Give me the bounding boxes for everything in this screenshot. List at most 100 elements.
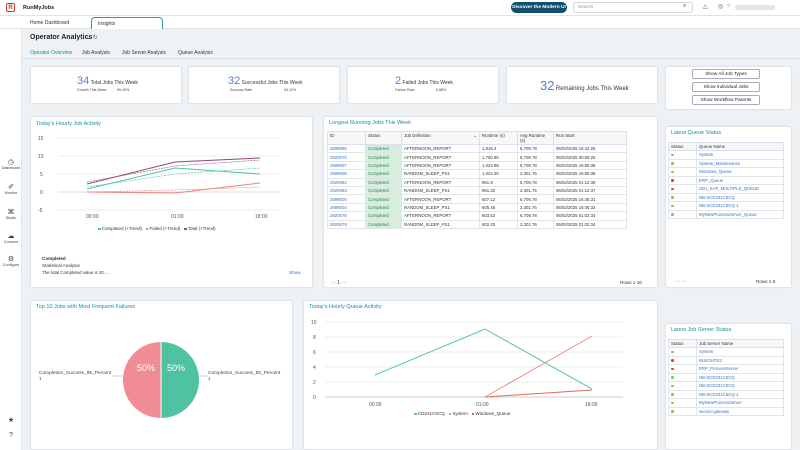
cell-id[interactable]: 2920582 bbox=[327, 177, 366, 187]
tab-home-dashboard[interactable]: Home Dashboard bbox=[30, 20, 70, 26]
col-job-server-name[interactable]: Job Server Name bbox=[696, 339, 784, 348]
cell-name[interactable]: NB-SCD231C6CQ bbox=[696, 192, 784, 202]
table-row[interactable]: 2899004 Completed RANDOM_SLEEP_PS1 605.46 2,… bbox=[327, 202, 627, 213]
cell-id[interactable]: 2920579 bbox=[327, 219, 366, 229]
help-icon[interactable]: ◎ bbox=[718, 4, 724, 10]
col-id[interactable]: ID bbox=[327, 131, 366, 145]
table-row[interactable]: secure-gateway bbox=[668, 406, 784, 416]
cell-name[interactable]: NB-SCD231C6CQ bbox=[696, 381, 784, 391]
cell-id[interactable]: 2899008 bbox=[327, 169, 366, 179]
nav-connect[interactable]: ☁ Connect bbox=[0, 232, 22, 244]
chart-grid bbox=[325, 321, 623, 398]
cell-name[interactable]: System_Maintenance bbox=[696, 158, 784, 168]
table-row[interactable]: 2920579 Completed RANDOM_SLEEP_PS1 602.33 2,… bbox=[327, 219, 627, 229]
table-row[interactable]: 2920575 Completed AFTERNOON_REPORT 603.52 6,… bbox=[327, 211, 627, 221]
show-all-job-types-button[interactable]: Show All Job Types bbox=[692, 69, 760, 79]
subtab-queue-analysis[interactable]: Queue Analysis bbox=[178, 50, 213, 56]
table-row[interactable]: ERP_ProcessServer bbox=[668, 364, 784, 374]
show-workflow-parents-button[interactable]: Show Workflow Parents bbox=[692, 95, 760, 105]
tab-insights[interactable]: Insights bbox=[91, 17, 163, 29]
cell-name[interactable]: INSIGHTS3 bbox=[696, 355, 784, 365]
cell-name[interactable]: System bbox=[696, 347, 784, 357]
queue-pager[interactable]: ‹ ‹ › › bbox=[675, 279, 686, 285]
cell-name[interactable]: NB-SCD231C6CQ-1 bbox=[696, 201, 784, 211]
show-individual-jobs-button[interactable]: Show Individual Jobs bbox=[692, 82, 760, 92]
table-row[interactable]: Windows_Queue bbox=[668, 167, 784, 177]
col-status[interactable]: Status bbox=[668, 142, 697, 151]
sort-icon[interactable]: ⌄ bbox=[473, 133, 477, 138]
table-row[interactable]: 2899008 Completed RANDOM_SLEEP_PS1 1,022.30… bbox=[327, 169, 627, 179]
nav-studio[interactable]: ⌘ Studio bbox=[0, 208, 22, 220]
cell-name[interactable]: ERP_ProcessServer bbox=[696, 364, 784, 374]
table-row[interactable]: System bbox=[668, 150, 784, 160]
status-dot-cell bbox=[668, 389, 697, 399]
nav-configure[interactable]: ⚙ Configure bbox=[0, 255, 22, 267]
col-runtime[interactable]: Runtime (s) bbox=[479, 131, 518, 145]
status-dot-icon bbox=[671, 376, 674, 379]
subtab-operator-overview[interactable]: Operator Overview bbox=[30, 50, 72, 59]
chevron-down-icon[interactable]: ⌄ ↻ bbox=[86, 35, 98, 41]
table-row[interactable]: 2898995 Completed AFTERNOON_REPORT 1,815.4 6… bbox=[327, 143, 627, 154]
table-row[interactable]: NB-SCD231C6CQ-1 bbox=[668, 389, 784, 399]
table-row[interactable]: 2920582 Completed AFTERNOON_REPORT 961.9 6,7… bbox=[327, 177, 627, 187]
cell-name[interactable]: SD1_SAP_MULTIPLE_QUEUE bbox=[696, 184, 784, 194]
table-row[interactable]: NB-SCD231C6CQ-1 bbox=[668, 201, 784, 211]
table-row[interactable]: SD1_SAP_MULTIPLE_QUEUE bbox=[668, 184, 784, 194]
subtab-job-analysis[interactable]: Job Analysis bbox=[82, 50, 110, 56]
app-logo-icon[interactable]: R bbox=[6, 3, 15, 12]
cell-job-definition: AFTERNOON_REPORT bbox=[401, 177, 480, 187]
cell-name[interactable]: secure-gateway bbox=[696, 406, 784, 416]
table-row[interactable]: System bbox=[668, 347, 784, 357]
cell-id[interactable]: 2899000 bbox=[327, 194, 366, 204]
bell-icon[interactable]: △ bbox=[703, 4, 708, 10]
col-run-start[interactable]: Run Start bbox=[553, 131, 627, 145]
user-icon[interactable]: ○ bbox=[727, 3, 731, 9]
subtab-job-server-analysis[interactable]: Job Server Analysis bbox=[122, 50, 166, 56]
help-circle-icon[interactable]: ? bbox=[9, 432, 13, 439]
search-input[interactable]: Search bbox=[573, 2, 693, 13]
cell-name[interactable]: NB-SCD231C6CQ-1 bbox=[696, 389, 784, 399]
search-icon[interactable]: ⌕ bbox=[683, 3, 687, 9]
cell-name[interactable]: MyNewProcessServer_Queue bbox=[696, 209, 784, 219]
table-row[interactable]: NB-SCD231C6CQ bbox=[668, 381, 784, 391]
monitor-icon: ✐ bbox=[8, 184, 14, 191]
pager[interactable]: ‹ ‹ 1 › › bbox=[331, 280, 346, 286]
col-job-definition[interactable]: Job Definition ⌄ bbox=[401, 131, 480, 145]
cell-name[interactable]: ERP_Queue bbox=[696, 175, 784, 185]
user-name[interactable] bbox=[735, 5, 775, 10]
table-row[interactable]: 2899007 Completed AFTERNOON_REPORT 1,022.88… bbox=[327, 160, 627, 171]
cell-id[interactable]: 2920575 bbox=[327, 211, 366, 221]
x-tick-0100: 01:00 bbox=[476, 402, 489, 408]
nav-monitor[interactable]: ✐ Monitor bbox=[0, 183, 22, 195]
show-link[interactable]: Show bbox=[289, 270, 301, 275]
cell-id[interactable]: 2920570 bbox=[327, 152, 366, 162]
col-avg-runtime[interactable]: Avg Runtime (s) bbox=[517, 131, 554, 145]
col-queue-name[interactable]: Queue Name bbox=[696, 142, 784, 151]
table-row[interactable]: 2920570 Completed AFTERNOON_REPORT 1,750.80… bbox=[327, 152, 627, 162]
table-row[interactable]: ERP_Queue bbox=[668, 175, 784, 185]
cell-name[interactable]: NB-SCD231C6CQ bbox=[696, 372, 784, 382]
table-row[interactable]: MyNewProcessServer bbox=[668, 398, 784, 408]
discover-modern-ui-button[interactable]: Discover the Modern UI bbox=[511, 2, 567, 13]
status-dot-icon bbox=[671, 213, 674, 216]
cell-name[interactable]: System bbox=[696, 150, 784, 160]
cell-id[interactable]: 2899007 bbox=[327, 160, 366, 171]
table-row[interactable]: MyNewProcessServer_Queue bbox=[668, 209, 784, 219]
cell-id[interactable]: 2899004 bbox=[327, 202, 366, 213]
table-row[interactable]: System_Maintenance bbox=[668, 158, 784, 168]
table-row[interactable]: 2899000 Completed AFTERNOON_REPORT 607.12 6,… bbox=[327, 194, 627, 204]
cell-id[interactable]: 2898995 bbox=[327, 143, 366, 154]
cell-name[interactable]: MyNewProcessServer bbox=[696, 398, 784, 408]
table-row[interactable]: INSIGHTS3 bbox=[668, 355, 784, 365]
table-row[interactable]: NB-SCD231C6CQ bbox=[668, 372, 784, 382]
status-dot-icon bbox=[671, 384, 674, 388]
cell-id[interactable]: 2920583 bbox=[327, 185, 366, 196]
table-row[interactable]: 2920583 Completed RANDOM_SLEEP_PS1 961.32 2,… bbox=[327, 185, 627, 196]
table-row[interactable]: NB-SCD231C6CQ bbox=[668, 192, 784, 202]
cell-name[interactable]: Windows_Queue bbox=[696, 167, 784, 177]
col-status[interactable]: Status bbox=[668, 339, 697, 348]
col-status[interactable]: Status bbox=[365, 131, 402, 145]
pin-icon[interactable]: ★ bbox=[7, 417, 15, 424]
nav-dashboard[interactable]: ◷ Dashboard bbox=[1, 159, 21, 170]
status-dot-cell bbox=[668, 184, 697, 194]
